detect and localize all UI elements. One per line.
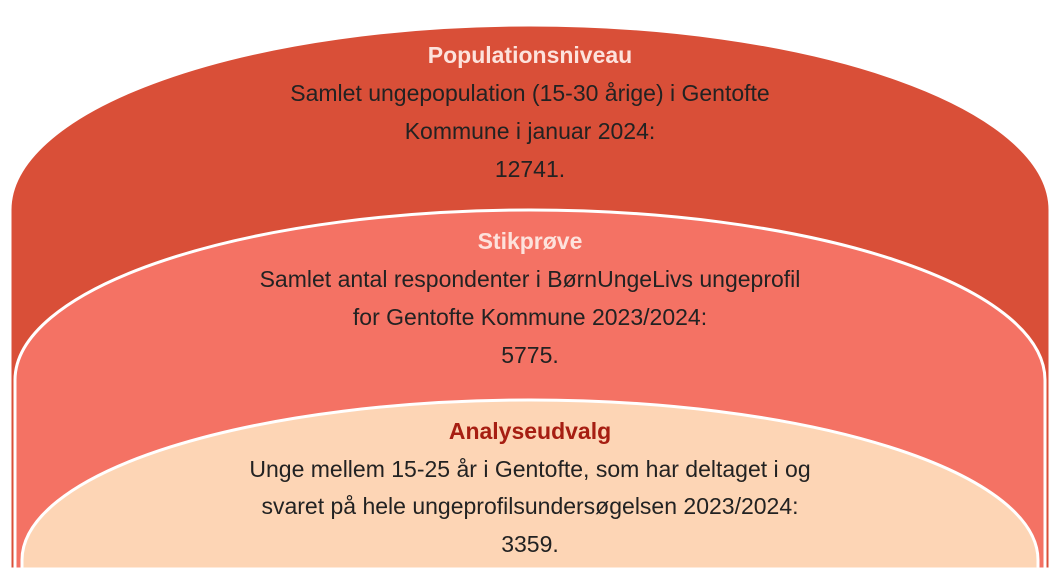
level-count: 3359. bbox=[501, 531, 559, 557]
level-count: 12741. bbox=[495, 156, 565, 182]
level-title: Stikprøve bbox=[478, 228, 583, 254]
level-line: Samlet antal respondenter i BørnUngeLivs… bbox=[260, 266, 801, 292]
level-line: Kommune i januar 2024: bbox=[405, 118, 656, 144]
level-line: svaret på hele ungeprofilsundersøgelsen … bbox=[261, 493, 798, 519]
inner-dome bbox=[20, 398, 1040, 569]
level-title: Populationsniveau bbox=[428, 42, 632, 68]
level-line: Unge mellem 15-25 år i Gentofte, som har… bbox=[249, 456, 810, 482]
level-line: Samlet ungepopulation (15-30 årige) i Ge… bbox=[290, 80, 769, 106]
level-line: for Gentofte Kommune 2023/2024: bbox=[353, 304, 707, 330]
level-count: 5775. bbox=[501, 342, 559, 368]
level-title: Analyseudvalg bbox=[449, 418, 611, 444]
